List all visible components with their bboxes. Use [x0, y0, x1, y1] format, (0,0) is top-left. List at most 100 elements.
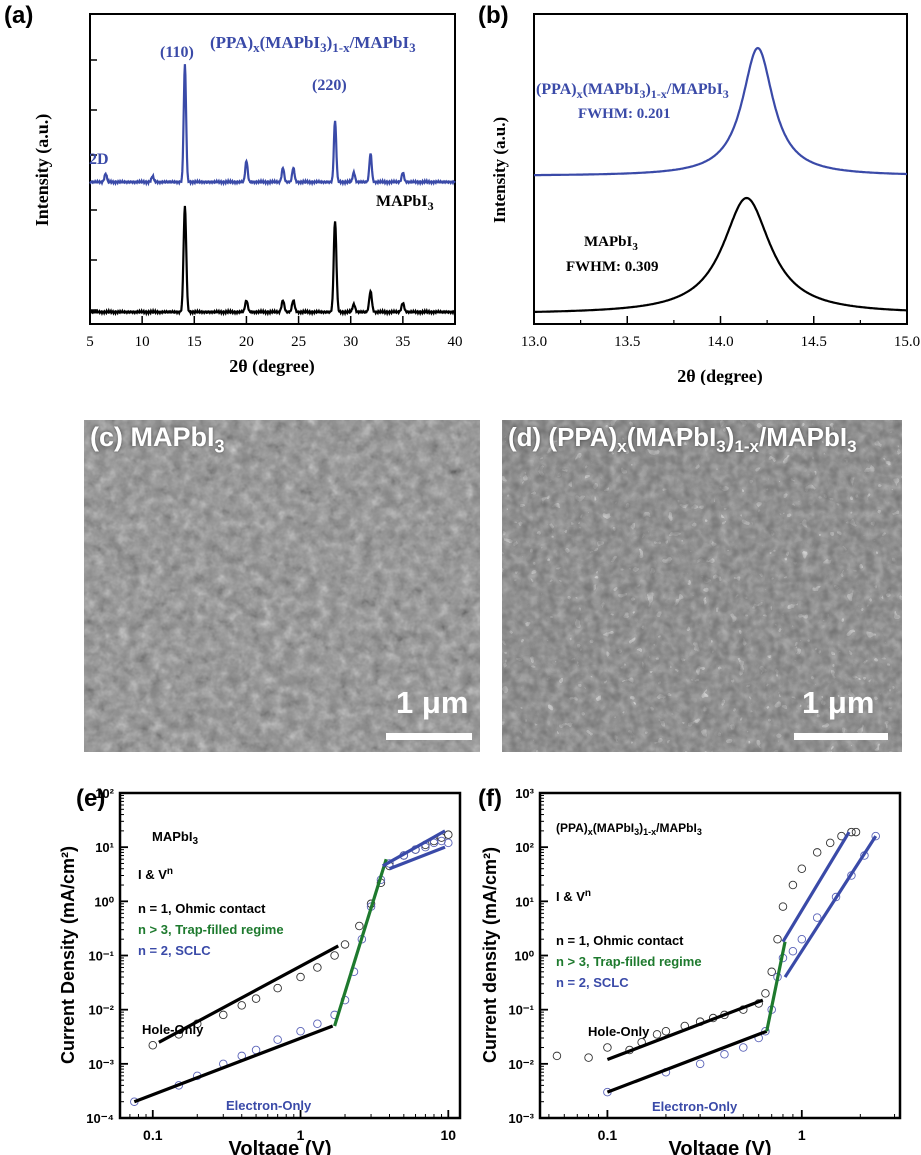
e-hole-point	[148, 1041, 158, 1050]
f-hole-point	[552, 1051, 562, 1061]
f-legend-iv: I & Vn	[556, 888, 591, 904]
f-ytick-label: 10⁰	[514, 949, 534, 964]
f-ytick-label: 10³	[515, 786, 534, 801]
e-ytick-label: 10⁻¹	[88, 949, 114, 964]
a-xlabel: 2θ (degree)	[229, 356, 315, 377]
sem-image-d: (d) (PPA)x(MAPbI3)1-x/MAPbI3 1 μm	[502, 420, 902, 752]
e-hole-point	[219, 1010, 228, 1020]
f-legend-sclc: n = 2, SCLC	[556, 975, 629, 990]
f-xtick-label: 1	[798, 1127, 806, 1143]
e-xtick-label: 1	[297, 1127, 305, 1143]
e-hole-point	[251, 994, 261, 1003]
f-xlabel: Voltage (V)	[669, 1138, 772, 1155]
sem-image-c: (c) MAPbI3 1 μm	[84, 420, 480, 752]
e-ytick-label: 10⁻⁴	[86, 1111, 114, 1126]
panel-e: (e) 10⁻⁴ 10⁻³ 10⁻² 10⁻¹ 10⁰ 10¹ 10² 0.1 1 10 Curr…	[0, 775, 470, 1155]
e-legend-title: MAPbI3	[152, 829, 198, 847]
scale-bar-c	[386, 733, 472, 740]
f-ytick-label: 10¹	[515, 894, 534, 909]
panel-f-label: (f)	[478, 785, 502, 812]
b-xtick-label: 13.5	[614, 334, 640, 350]
f-ytick-label: 10⁻¹	[508, 1003, 534, 1018]
f-hole-label: Hole-Only	[588, 1024, 650, 1039]
e-hole-point	[313, 963, 322, 972]
e-ytick-label: 10⁻³	[88, 1057, 114, 1072]
f-electron-point	[797, 934, 807, 944]
e-fit-line	[333, 858, 388, 1027]
f-fit-line	[606, 998, 764, 1062]
scale-label-d: 1 μm	[802, 685, 875, 720]
b-series2-label: MAPbI3	[584, 234, 638, 253]
a-xtick-label: 35	[395, 334, 410, 350]
panel-a-label: (a)	[4, 2, 34, 29]
a-xtick-label: 30	[343, 334, 358, 350]
a-xtick-label: 15	[187, 334, 202, 350]
a-annot-220: (220)	[312, 77, 347, 94]
iv-chart-f: 10⁻³ 10⁻² 10⁻¹ 10⁰ 10¹ 10² 10³ 0.1 1 Current den…	[480, 786, 902, 1155]
a-xtick-label: 25	[291, 334, 306, 350]
e-fit-line	[133, 1024, 334, 1104]
f-hole-point	[797, 864, 807, 873]
e-ylabel: Current Density (mA/cm²)	[58, 846, 78, 1064]
f-hole-point	[778, 902, 788, 911]
f-legend-ohmic: n = 1, Ohmic contact	[556, 933, 684, 948]
e-hole-point	[237, 1001, 246, 1010]
f-electron-point	[739, 1043, 748, 1052]
f-ytick-label: 10²	[515, 840, 534, 855]
f-legend-trap: n > 3, Trap-filled regime	[556, 954, 702, 969]
f-ylabel: Current density (mA/cm²)	[480, 847, 500, 1063]
e-hole-point	[340, 940, 350, 949]
e-fit-line	[381, 829, 446, 868]
f-hole-point	[812, 848, 822, 857]
xrd-chart-a: 5 10 15 20 25 30 35 40 Intensity (a.u.) 2θ (deg…	[32, 13, 463, 377]
e-ytick-label: 10⁰	[94, 894, 114, 909]
e-electron-point	[313, 1019, 322, 1028]
f-ytick-label: 10⁻²	[508, 1057, 534, 1072]
scale-label-c: 1 μm	[396, 685, 469, 720]
panel-a: (a) 5 10 15 20 25 30 35 40 Intensity (a.u.) 2θ …	[0, 0, 470, 385]
f-fit-line	[783, 835, 878, 978]
f-hole-point	[851, 827, 861, 837]
e-legend-iv: I & Vn	[138, 866, 173, 882]
e-hole-point	[355, 921, 364, 931]
b-series1-label: (PPA)x(MAPbI3)1-x/MAPbI3	[536, 81, 729, 101]
a-xtick-label: 10	[135, 334, 150, 350]
scale-bar-d	[794, 733, 888, 740]
e-legend-sclc: n = 2, SCLC	[138, 943, 211, 958]
f-electron-point	[788, 946, 798, 956]
b-xtick-label: 15.0	[894, 334, 920, 350]
f-electron-label: Electron-Only	[652, 1099, 738, 1114]
panel-b-label: (b)	[478, 2, 509, 29]
f-electron-point	[831, 892, 841, 902]
e-legend-trap: n > 3, Trap-filled regime	[138, 922, 284, 937]
e-hole-label: Hole-Only	[142, 1022, 204, 1037]
e-hole-point	[273, 983, 282, 993]
a-annot-110: (110)	[160, 44, 194, 61]
f-ytick-label: 10⁻³	[508, 1111, 534, 1126]
f-fit-line	[765, 941, 787, 1032]
e-xlabel: Voltage (V)	[229, 1138, 332, 1155]
e-electron-point	[296, 1026, 305, 1036]
f-fit-line	[606, 1029, 768, 1094]
b-xtick-label: 13.0	[521, 334, 547, 350]
f-electron-point	[871, 831, 880, 841]
sem-texture-c	[84, 420, 480, 752]
f-electron-point	[695, 1059, 705, 1069]
f-electron-point	[720, 1050, 729, 1059]
f-hole-point	[652, 1030, 662, 1039]
a-xtick-label: 20	[239, 334, 254, 350]
panel-e-label: (e)	[76, 785, 106, 812]
f-legend-title: (PPA)x(MAPbI3)1-x/MAPbI3	[556, 821, 702, 837]
panel-d-title: (d) (PPA)x(MAPbI3)1-x/MAPbI3	[508, 422, 857, 457]
f-hole-point	[825, 838, 835, 848]
panel-f: (f) 10⁻³ 10⁻² 10⁻¹ 10⁰ 10¹ 10² 10³ 0.1 1 Current…	[470, 775, 921, 1155]
e-ytick-label: 10²	[95, 786, 114, 801]
e-fit-line	[158, 944, 340, 1044]
sem-texture-d	[502, 420, 902, 752]
e-xtick-label: 0.1	[143, 1127, 163, 1143]
xrd-chart-b: 13.0 13.5 14.0 14.5 15.0 Intensity (a.u.) 2θ…	[490, 13, 920, 385]
e-electron-label: Electron-Only	[226, 1098, 312, 1113]
e-ytick-label: 10¹	[95, 840, 114, 855]
f-electron-point	[761, 1026, 770, 1036]
a-annot-2d: 2D	[89, 151, 109, 168]
